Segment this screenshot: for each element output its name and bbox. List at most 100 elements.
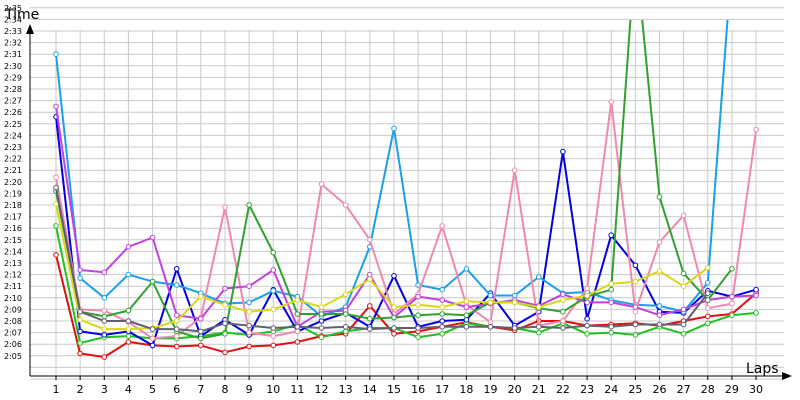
x-tick-label: 16 (411, 383, 425, 396)
x-tick-label: 14 (363, 383, 377, 396)
x-tick-label: 1 (53, 383, 60, 396)
data-point (584, 322, 590, 329)
data-point (632, 262, 639, 269)
data-point (463, 266, 470, 272)
data-point (222, 302, 228, 308)
data-point (608, 299, 615, 306)
y-tick-label: 2:12 (4, 271, 22, 280)
data-point (125, 318, 132, 324)
data-point (198, 342, 204, 349)
series-line (55, 106, 757, 328)
series-layer (53, 20, 759, 360)
data-point (53, 184, 59, 191)
data-point (53, 103, 59, 110)
y-tick-label: 2:26 (4, 108, 22, 117)
data-point (656, 312, 663, 319)
data-point (487, 319, 494, 326)
data-point (222, 349, 228, 356)
data-point (439, 286, 446, 293)
data-point (173, 326, 180, 332)
data-point (753, 126, 759, 133)
x-tick-label: 10 (266, 383, 280, 396)
data-point (125, 326, 132, 332)
y-tick-label: 2:09 (4, 305, 22, 314)
data-point (342, 324, 349, 330)
data-point (463, 304, 470, 310)
data-point (173, 282, 180, 288)
y-tick-label: 2:16 (4, 224, 22, 233)
data-point (367, 303, 373, 309)
x-tick-labels: 1 2 3 4 5 6 7 8 9 10 11 12 13 14 15 16 17 18 19 20 21 22 23 24 2… (53, 383, 764, 396)
y-tick-label: 2:13 (4, 259, 22, 268)
x-tick-label: 17 (435, 383, 449, 396)
x-tick-label: 2 (77, 383, 84, 396)
data-point (560, 318, 566, 324)
x-tick-label: 20 (508, 383, 522, 396)
series-line (55, 100, 758, 340)
data-point (656, 268, 663, 274)
y-tick-label: 2:18 (4, 201, 22, 210)
y-tick-label: 2:22 (4, 155, 22, 164)
data-point (149, 342, 156, 349)
y-tick-label: 2:14 (4, 247, 22, 256)
data-point (705, 279, 711, 286)
data-point (222, 285, 228, 292)
data-point (318, 311, 325, 317)
data-point (680, 321, 687, 328)
data-point (246, 322, 252, 329)
data-point (729, 300, 735, 307)
data-point (318, 334, 325, 341)
data-point (439, 324, 446, 330)
x-tick-label: 24 (604, 383, 618, 396)
data-point (53, 252, 59, 258)
y-tick-label: 2:27 (4, 97, 22, 106)
data-point (318, 181, 325, 187)
data-point (246, 202, 252, 208)
data-point (173, 312, 180, 319)
data-point (511, 299, 518, 306)
x-tick-label: 9 (246, 383, 253, 396)
data-point (125, 307, 132, 314)
data-point (632, 308, 639, 315)
x-tick-label: 25 (628, 383, 642, 396)
y-tick-label: 2:33 (4, 27, 22, 36)
data-point (632, 278, 639, 285)
series-line (55, 116, 757, 347)
x-tick-label: 30 (749, 383, 763, 396)
data-point (463, 312, 470, 319)
data-point (680, 331, 687, 337)
data-point (367, 237, 373, 243)
data-point (270, 325, 277, 331)
x-axis-title: Laps (746, 361, 779, 377)
data-point (608, 329, 615, 336)
y-tick-label: 2:24 (4, 131, 22, 140)
data-point (149, 326, 156, 332)
data-point (270, 342, 277, 349)
data-point (391, 331, 397, 337)
data-point (753, 286, 759, 293)
data-point (198, 293, 204, 300)
data-point (342, 291, 349, 298)
data-point (439, 304, 446, 310)
data-point (222, 204, 228, 211)
data-point (149, 278, 156, 285)
data-point (729, 312, 735, 319)
data-point (77, 308, 83, 315)
data-point (560, 148, 566, 155)
y-tick-label: 2:21 (4, 166, 22, 175)
data-point (294, 328, 301, 335)
data-point (318, 318, 325, 324)
data-point (246, 343, 252, 350)
data-point (391, 314, 397, 321)
data-point (77, 328, 83, 335)
data-point (198, 328, 204, 335)
data-point (342, 328, 349, 335)
data-point (632, 304, 639, 310)
data-point (729, 266, 735, 272)
series-9 (53, 184, 711, 335)
data-point (463, 324, 470, 330)
data-point (536, 304, 542, 310)
data-point (560, 297, 566, 303)
data-point (439, 297, 446, 303)
data-point (560, 308, 566, 315)
